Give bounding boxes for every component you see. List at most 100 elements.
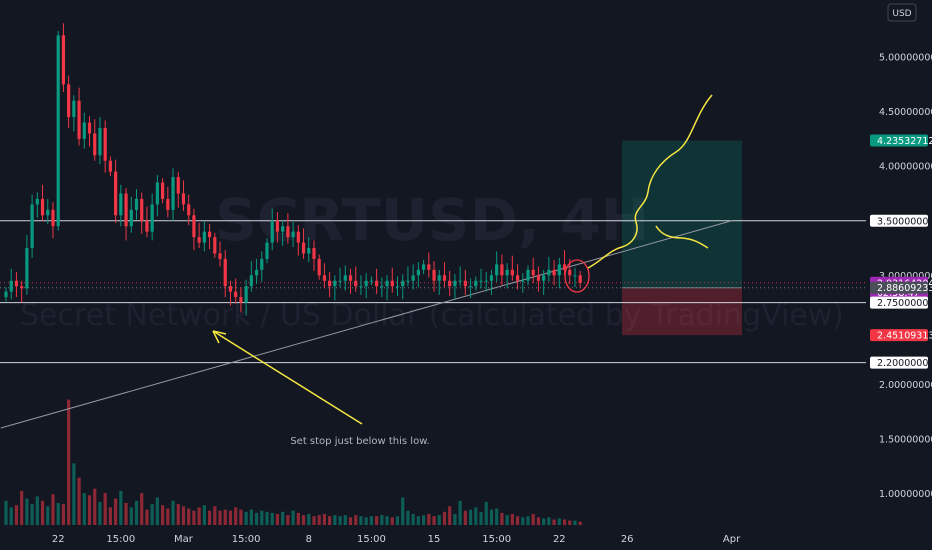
candle-body [291,231,295,238]
candle-body [260,258,264,270]
highlight-circle[interactable] [564,259,590,293]
candle-body [9,280,13,292]
candle-body [573,275,577,277]
price-axis[interactable]: 5.00000000 4.50000000 4.00000000 3.00000000… [879,53,932,500]
price-badge [870,356,928,369]
profit-zone [621,140,743,288]
volume-bar [348,517,353,525]
price-badge-text: 2.88609233 [877,283,932,294]
candle-body [93,133,97,156]
price-badges: 4.235327122.9316420402:58:472.886092332.… [870,134,932,369]
candle-body [166,198,170,210]
candle-body [249,275,253,287]
volume-bar [317,515,321,525]
volume-bar [171,500,175,525]
candle-body [369,280,373,282]
candle-body [338,280,342,282]
volume-bar [552,519,556,525]
horizontal-lines[interactable] [0,220,866,364]
time-tick-label: Mar [174,534,194,545]
volume-bar [568,520,572,525]
volume-bar [338,516,342,525]
candle-body [103,128,107,161]
volume-bar [515,516,520,525]
candle-body [510,269,514,276]
candle-body [416,269,420,276]
volume-bar [448,506,452,525]
annotation-arrow-head[interactable] [212,330,227,344]
candle-body [568,269,572,276]
volume-bar [531,514,535,525]
candle-body [119,193,123,216]
volume-bar [270,512,274,525]
volume-bar [296,512,300,525]
volume-bar [557,518,561,525]
projection-path-tail[interactable] [655,225,709,249]
candle-body [578,275,582,283]
loss-zone [621,287,743,336]
volume-bar [150,504,154,525]
volume-bar [275,514,280,525]
volume-bar [526,516,530,525]
volume-bar [411,514,415,525]
candle-body [30,204,34,249]
volume-bar [134,500,139,525]
volume-bar [328,516,332,525]
volume-bar [307,514,311,525]
trendline[interactable] [0,220,732,429]
drawings[interactable]: Set stop just below this low. [212,94,713,447]
candle-body [187,204,191,216]
candle-body [145,220,149,232]
time-axis[interactable]: 22 15:00 Mar 15:00 8 15:00 15 15:00 22 26 Apr [52,534,741,545]
watermark-symbol: SCRTUSD, 4H [215,186,649,254]
volume-bar [375,516,379,525]
volume-bar [192,510,196,525]
volume-bar [505,515,509,525]
candle-body [202,231,206,243]
candle-body [244,286,248,303]
volume-bar [479,511,483,525]
candle-body [155,182,159,205]
volume-bar [213,506,217,525]
time-tick-label: 8 [306,534,312,545]
time-tick-label: 15:00 [232,534,261,545]
currency-button[interactable]: USD [887,3,917,22]
annotation-arrow-line[interactable] [212,330,363,425]
volume-bar [442,511,447,525]
projection-path[interactable] [587,94,713,269]
volume-bar [93,488,97,525]
candle-body [484,280,488,282]
candle-body [437,275,441,281]
time-tick-label: 15:00 [357,534,386,545]
price-tick-label: 4.00000000 [879,162,932,173]
trendline-segment [0,220,732,429]
volume-bar [343,515,347,525]
time-tick-label: 22 [553,534,566,545]
volume-bar [166,508,170,525]
time-tick-label: 15:00 [482,534,511,545]
candle-body [348,275,353,281]
annotation-text[interactable]: Set stop just below this low. [290,436,429,447]
volume-bar [124,503,128,525]
volume-bar [573,520,577,525]
candle-body [422,264,426,270]
candle-body [395,286,400,288]
candle-body [463,280,467,287]
watermark-description: Secret Network / US Dollar (calculated b… [20,298,844,333]
candle-body [234,291,238,298]
price-badge [870,214,928,227]
volume-bar [416,516,420,525]
volume-bar [119,490,123,525]
candle-body [114,171,118,216]
volume-bar [401,497,405,525]
price-badge-text: 2.20000000 [877,358,932,369]
price-badge [870,296,928,309]
candle-body [25,248,29,289]
volume-bar [453,514,457,525]
long-position-tool[interactable] [621,140,743,336]
candle-body [448,280,452,287]
candle-body [213,237,217,254]
volume-bar [281,511,285,525]
candle-body [521,280,525,282]
